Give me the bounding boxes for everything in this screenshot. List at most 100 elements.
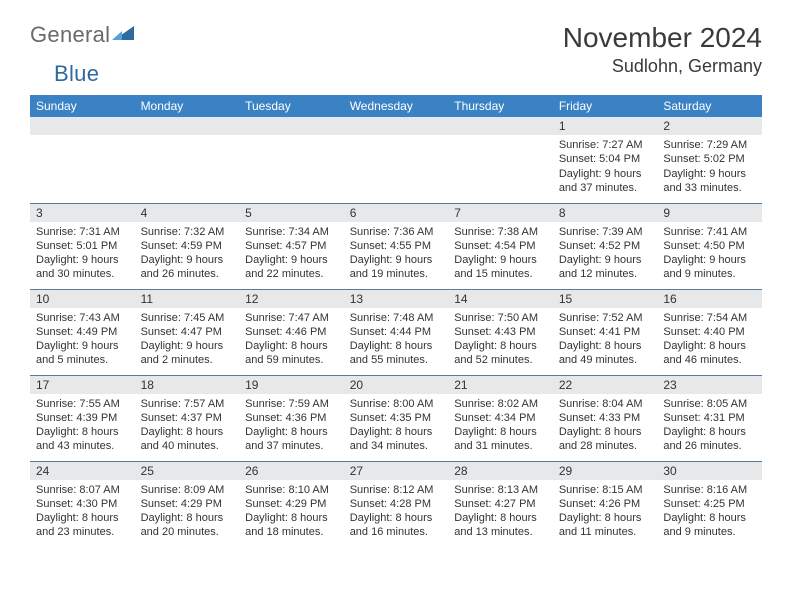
logo-text-blue: Blue	[54, 61, 99, 87]
daylight-text: and 34 minutes.	[350, 439, 443, 453]
calendar-day-cell: 16Sunrise: 7:54 AMSunset: 4:40 PMDayligh…	[657, 289, 762, 375]
sunset-text: Sunset: 4:29 PM	[141, 497, 234, 511]
daylight-text: Daylight: 8 hours	[36, 511, 129, 525]
sunset-text: Sunset: 4:40 PM	[663, 325, 756, 339]
sunset-text: Sunset: 4:39 PM	[36, 411, 129, 425]
day-number: 20	[344, 376, 449, 394]
logo-sail-icon	[112, 24, 134, 47]
calendar-day-cell: 11Sunrise: 7:45 AMSunset: 4:47 PMDayligh…	[135, 289, 240, 375]
sunrise-text: Sunrise: 7:38 AM	[454, 225, 547, 239]
day-number: 21	[448, 376, 553, 394]
sunset-text: Sunset: 4:33 PM	[559, 411, 652, 425]
calendar-day-cell	[448, 117, 553, 203]
daylight-text: and 22 minutes.	[245, 267, 338, 281]
calendar-day-cell: 30Sunrise: 8:16 AMSunset: 4:25 PMDayligh…	[657, 461, 762, 547]
calendar-day-cell: 29Sunrise: 8:15 AMSunset: 4:26 PMDayligh…	[553, 461, 658, 547]
sunrise-text: Sunrise: 7:29 AM	[663, 138, 756, 152]
sunset-text: Sunset: 4:54 PM	[454, 239, 547, 253]
daylight-text: and 12 minutes.	[559, 267, 652, 281]
daylight-text: Daylight: 9 hours	[141, 253, 234, 267]
daylight-text: Daylight: 8 hours	[141, 511, 234, 525]
calendar-day-cell: 6Sunrise: 7:36 AMSunset: 4:55 PMDaylight…	[344, 203, 449, 289]
day-details: Sunrise: 7:54 AMSunset: 4:40 PMDaylight:…	[657, 308, 762, 372]
calendar-day-cell: 8Sunrise: 7:39 AMSunset: 4:52 PMDaylight…	[553, 203, 658, 289]
daylight-text: and 43 minutes.	[36, 439, 129, 453]
daylight-text: Daylight: 8 hours	[454, 511, 547, 525]
logo: General	[30, 22, 136, 48]
daylight-text: Daylight: 8 hours	[559, 339, 652, 353]
daylight-text: Daylight: 8 hours	[454, 339, 547, 353]
sunrise-text: Sunrise: 7:54 AM	[663, 311, 756, 325]
sunset-text: Sunset: 4:34 PM	[454, 411, 547, 425]
sunrise-text: Sunrise: 8:13 AM	[454, 483, 547, 497]
sunset-text: Sunset: 4:47 PM	[141, 325, 234, 339]
sunrise-text: Sunrise: 8:05 AM	[663, 397, 756, 411]
sunrise-text: Sunrise: 7:36 AM	[350, 225, 443, 239]
sunset-text: Sunset: 4:31 PM	[663, 411, 756, 425]
calendar-day-cell	[135, 117, 240, 203]
day-number: 8	[553, 204, 658, 222]
daylight-text: Daylight: 8 hours	[245, 425, 338, 439]
day-number: 5	[239, 204, 344, 222]
calendar-day-cell: 19Sunrise: 7:59 AMSunset: 4:36 PMDayligh…	[239, 375, 344, 461]
calendar-day-cell: 2Sunrise: 7:29 AMSunset: 5:02 PMDaylight…	[657, 117, 762, 203]
calendar-day-cell: 5Sunrise: 7:34 AMSunset: 4:57 PMDaylight…	[239, 203, 344, 289]
day-details: Sunrise: 7:32 AMSunset: 4:59 PMDaylight:…	[135, 222, 240, 286]
weekday-header: Sunday	[30, 95, 135, 117]
day-details: Sunrise: 8:02 AMSunset: 4:34 PMDaylight:…	[448, 394, 553, 458]
calendar-day-cell: 27Sunrise: 8:12 AMSunset: 4:28 PMDayligh…	[344, 461, 449, 547]
day-number: 12	[239, 290, 344, 308]
day-number: 13	[344, 290, 449, 308]
daylight-text: and 28 minutes.	[559, 439, 652, 453]
location: Sudlohn, Germany	[563, 56, 762, 77]
weekday-header: Monday	[135, 95, 240, 117]
day-number: 11	[135, 290, 240, 308]
sunset-text: Sunset: 4:44 PM	[350, 325, 443, 339]
daylight-text: and 20 minutes.	[141, 525, 234, 539]
day-number: 9	[657, 204, 762, 222]
sunset-text: Sunset: 4:43 PM	[454, 325, 547, 339]
day-number	[30, 117, 135, 135]
day-number: 3	[30, 204, 135, 222]
sunset-text: Sunset: 4:29 PM	[245, 497, 338, 511]
sunrise-text: Sunrise: 8:04 AM	[559, 397, 652, 411]
day-number	[448, 117, 553, 135]
day-number: 15	[553, 290, 658, 308]
sunrise-text: Sunrise: 7:45 AM	[141, 311, 234, 325]
day-number: 19	[239, 376, 344, 394]
daylight-text: and 55 minutes.	[350, 353, 443, 367]
day-details: Sunrise: 7:39 AMSunset: 4:52 PMDaylight:…	[553, 222, 658, 286]
calendar-day-cell: 23Sunrise: 8:05 AMSunset: 4:31 PMDayligh…	[657, 375, 762, 461]
calendar-day-cell: 7Sunrise: 7:38 AMSunset: 4:54 PMDaylight…	[448, 203, 553, 289]
daylight-text: Daylight: 8 hours	[36, 425, 129, 439]
sunrise-text: Sunrise: 7:34 AM	[245, 225, 338, 239]
daylight-text: Daylight: 8 hours	[350, 339, 443, 353]
daylight-text: and 9 minutes.	[663, 525, 756, 539]
daylight-text: and 59 minutes.	[245, 353, 338, 367]
daylight-text: and 40 minutes.	[141, 439, 234, 453]
calendar-day-cell: 3Sunrise: 7:31 AMSunset: 5:01 PMDaylight…	[30, 203, 135, 289]
day-details	[30, 135, 135, 142]
daylight-text: Daylight: 8 hours	[245, 339, 338, 353]
daylight-text: Daylight: 9 hours	[350, 253, 443, 267]
day-details: Sunrise: 8:09 AMSunset: 4:29 PMDaylight:…	[135, 480, 240, 544]
calendar-day-cell: 15Sunrise: 7:52 AMSunset: 4:41 PMDayligh…	[553, 289, 658, 375]
day-details: Sunrise: 7:43 AMSunset: 4:49 PMDaylight:…	[30, 308, 135, 372]
daylight-text: Daylight: 8 hours	[559, 511, 652, 525]
sunset-text: Sunset: 5:02 PM	[663, 152, 756, 166]
sunrise-text: Sunrise: 7:39 AM	[559, 225, 652, 239]
sunrise-text: Sunrise: 7:43 AM	[36, 311, 129, 325]
daylight-text: and 26 minutes.	[141, 267, 234, 281]
sunset-text: Sunset: 4:25 PM	[663, 497, 756, 511]
sunrise-text: Sunrise: 7:48 AM	[350, 311, 443, 325]
sunrise-text: Sunrise: 7:52 AM	[559, 311, 652, 325]
calendar-week-row: 1Sunrise: 7:27 AMSunset: 5:04 PMDaylight…	[30, 117, 762, 203]
day-details: Sunrise: 7:50 AMSunset: 4:43 PMDaylight:…	[448, 308, 553, 372]
daylight-text: Daylight: 9 hours	[559, 253, 652, 267]
weekday-header: Tuesday	[239, 95, 344, 117]
day-details: Sunrise: 8:04 AMSunset: 4:33 PMDaylight:…	[553, 394, 658, 458]
sunset-text: Sunset: 4:30 PM	[36, 497, 129, 511]
day-details: Sunrise: 7:29 AMSunset: 5:02 PMDaylight:…	[657, 135, 762, 199]
day-details: Sunrise: 7:31 AMSunset: 5:01 PMDaylight:…	[30, 222, 135, 286]
calendar-day-cell: 18Sunrise: 7:57 AMSunset: 4:37 PMDayligh…	[135, 375, 240, 461]
